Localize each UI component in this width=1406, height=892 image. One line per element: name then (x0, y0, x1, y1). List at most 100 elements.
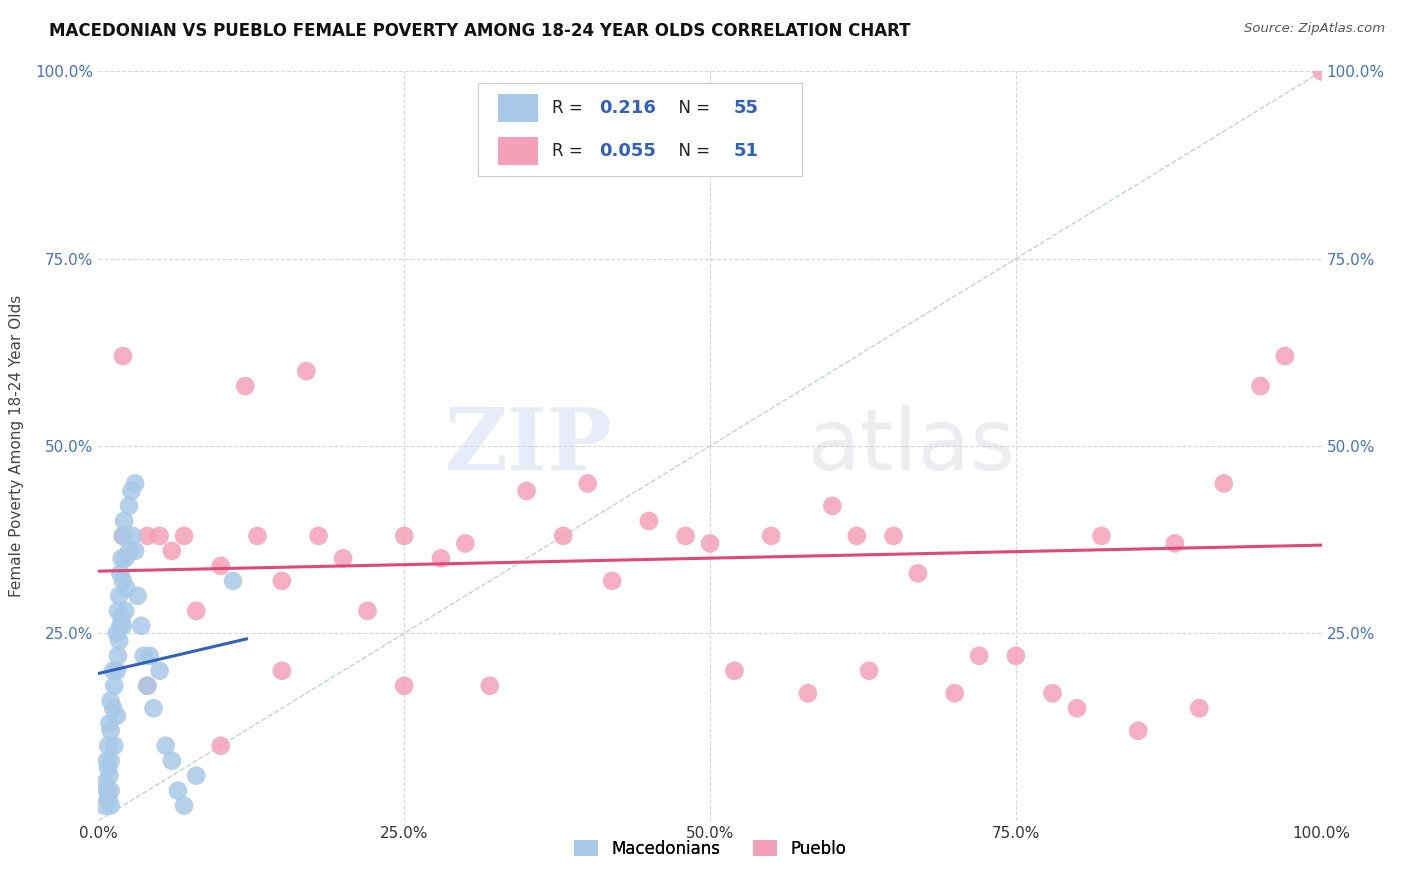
Point (699, 536, 721, 550)
Point (332, 551, 354, 566)
Text: 0.055: 0.055 (599, 142, 655, 160)
Point (100, 694, 122, 708)
FancyBboxPatch shape (478, 83, 801, 177)
Point (1090, 529, 1112, 543)
Point (356, 604, 378, 618)
Text: MACEDONIAN VS PUEBLO FEMALE POVERTY AMONG 18-24 YEAR OLDS CORRELATION CHART: MACEDONIAN VS PUEBLO FEMALE POVERTY AMON… (49, 22, 911, 40)
Point (97, 791, 120, 805)
Point (186, 769, 208, 783)
Point (108, 589, 131, 603)
Text: 0.216: 0.216 (599, 99, 655, 117)
Point (845, 529, 868, 543)
Text: ZIP: ZIP (444, 404, 612, 488)
Point (93, 798, 115, 813)
Point (186, 604, 208, 618)
Point (1310, 64, 1333, 78)
Point (142, 701, 165, 715)
Point (111, 529, 134, 543)
Point (515, 483, 537, 498)
Point (222, 574, 245, 588)
Point (111, 529, 134, 543)
Point (1004, 648, 1026, 663)
Point (100, 754, 122, 768)
Point (121, 529, 143, 543)
Point (270, 574, 294, 588)
Point (97, 739, 120, 753)
Text: 55: 55 (734, 99, 758, 117)
Point (110, 566, 132, 581)
Point (127, 589, 149, 603)
Point (308, 529, 330, 543)
Point (209, 739, 232, 753)
Point (821, 499, 844, 513)
Point (129, 619, 152, 633)
Point (761, 529, 783, 543)
Point (111, 551, 134, 566)
Text: N =: N = (668, 142, 716, 160)
Point (114, 604, 136, 618)
Point (97, 761, 120, 775)
FancyBboxPatch shape (498, 94, 537, 122)
Point (118, 499, 141, 513)
Point (1188, 701, 1211, 715)
Point (907, 566, 929, 581)
Point (209, 558, 232, 573)
Point (173, 798, 195, 813)
Y-axis label: Female Poverty Among 18-24 Year Olds: Female Poverty Among 18-24 Year Olds (10, 295, 24, 597)
Point (167, 783, 190, 797)
Point (576, 476, 599, 491)
Point (454, 536, 477, 550)
Text: N =: N = (668, 99, 716, 117)
Point (1274, 349, 1296, 363)
Point (96, 754, 118, 768)
Point (1042, 686, 1064, 700)
Point (98, 769, 121, 783)
Point (124, 476, 146, 491)
Point (600, 574, 623, 588)
Point (111, 619, 134, 633)
Point (149, 529, 172, 543)
Point (160, 754, 183, 768)
Text: R =: R = (553, 142, 588, 160)
Point (105, 664, 128, 678)
Point (270, 664, 294, 678)
Point (797, 686, 820, 700)
Point (1212, 476, 1234, 491)
Point (103, 679, 125, 693)
Point (108, 633, 131, 648)
Point (114, 551, 136, 566)
Point (430, 551, 453, 566)
Text: 51: 51 (734, 142, 758, 160)
Point (107, 648, 129, 663)
Point (112, 514, 135, 528)
Point (136, 679, 159, 693)
Point (118, 544, 141, 558)
Point (155, 739, 177, 753)
Point (392, 529, 416, 543)
Point (120, 483, 142, 498)
Point (1128, 723, 1150, 738)
Point (132, 648, 155, 663)
Point (553, 529, 575, 543)
Text: atlas: atlas (808, 404, 1017, 488)
Point (675, 529, 697, 543)
Text: R =: R = (553, 99, 588, 117)
Point (105, 708, 128, 723)
Point (233, 379, 256, 393)
Point (111, 574, 134, 588)
Point (115, 582, 138, 596)
Point (149, 664, 172, 678)
Point (103, 739, 125, 753)
Point (1164, 536, 1187, 550)
Point (111, 611, 134, 625)
Point (1249, 379, 1271, 393)
Point (101, 701, 124, 715)
Point (139, 648, 162, 663)
Point (858, 664, 880, 678)
Point (98, 716, 121, 731)
Point (96, 783, 118, 797)
Point (136, 529, 159, 543)
Point (160, 544, 183, 558)
Point (107, 604, 129, 618)
Point (883, 529, 905, 543)
